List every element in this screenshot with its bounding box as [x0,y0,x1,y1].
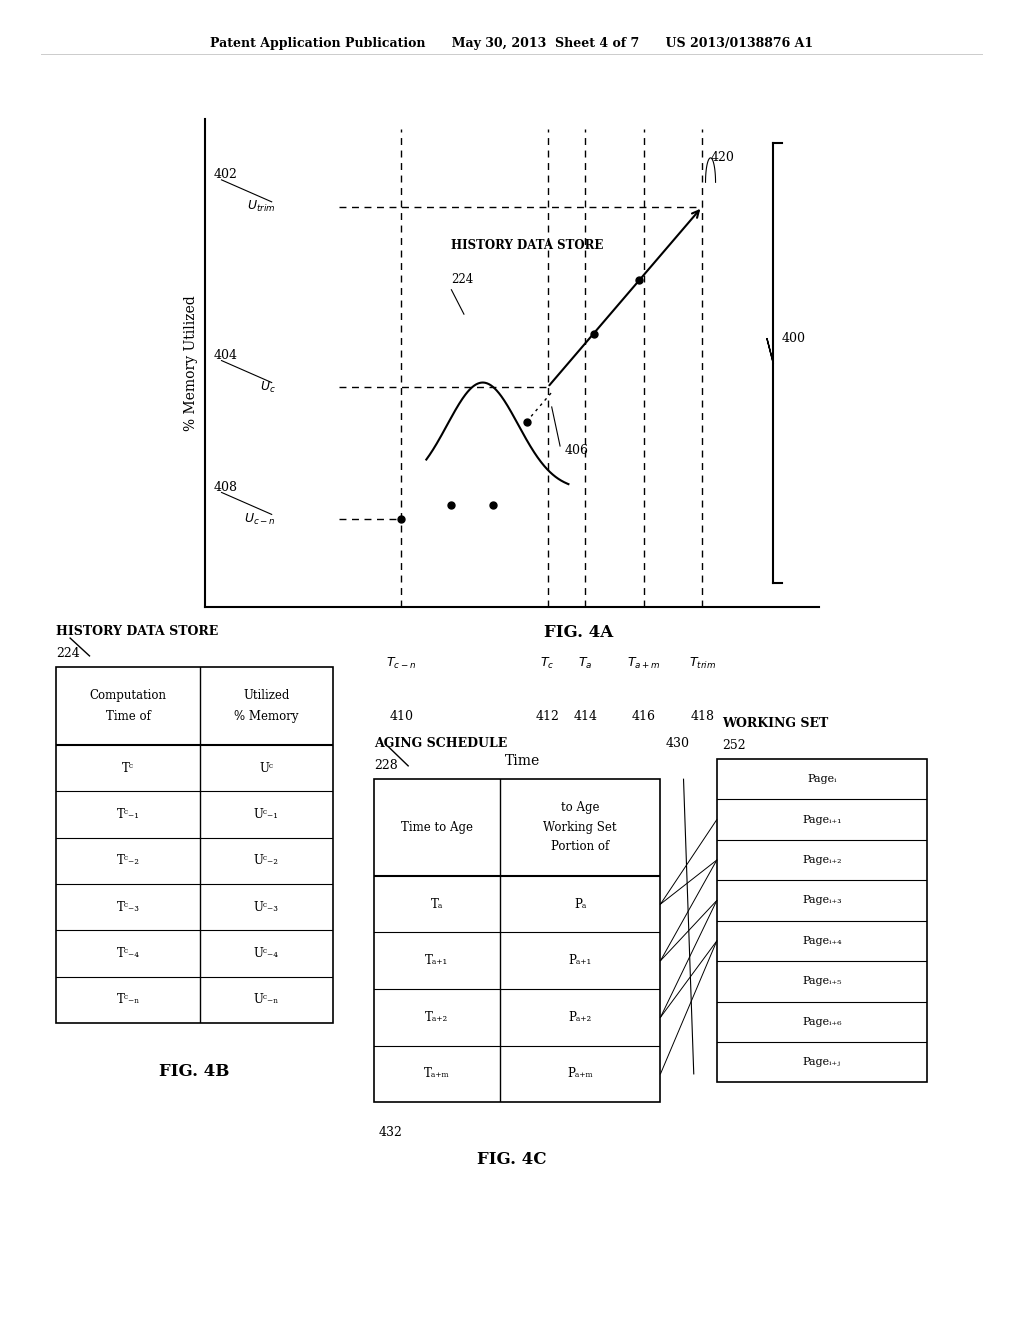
Text: 432: 432 [379,1126,402,1139]
Text: 406: 406 [564,445,588,458]
Text: Tᶜ₋₂: Tᶜ₋₂ [117,854,139,867]
Text: Uᶜ: Uᶜ [259,762,273,775]
Text: Uᶜ₋₄: Uᶜ₋₄ [254,946,279,960]
Text: Time: Time [505,754,540,768]
Text: 404: 404 [213,350,238,362]
Text: FIG. 4B: FIG. 4B [160,1063,229,1080]
Text: 414: 414 [573,710,597,723]
Text: Pₐ: Pₐ [574,898,587,911]
Text: $U_c$: $U_c$ [260,380,275,395]
Text: 402: 402 [213,169,237,181]
Text: 224: 224 [56,647,80,660]
FancyBboxPatch shape [374,779,660,1102]
Text: Tₐ₊₂: Tₐ₊₂ [425,1011,449,1024]
Text: $T_{c-n}$: $T_{c-n}$ [386,656,417,671]
Text: $U_{trim}$: $U_{trim}$ [248,199,275,214]
Text: % Memory: % Memory [234,710,299,723]
FancyBboxPatch shape [717,759,927,1082]
Text: Pageᵢ₊ⱼ: Pageᵢ₊ⱼ [803,1057,841,1067]
Text: Tᶜ: Tᶜ [122,762,134,775]
FancyBboxPatch shape [56,667,333,1023]
Text: to Age: to Age [561,801,599,814]
Text: 228: 228 [374,759,397,772]
Text: Pageᵢ₊₅: Pageᵢ₊₅ [802,977,842,986]
Text: Pageᵢ₊₂: Pageᵢ₊₂ [802,855,842,865]
Text: Pₐ₊₁: Pₐ₊₁ [568,954,592,968]
Text: HISTORY DATA STORE: HISTORY DATA STORE [56,624,218,638]
Text: AGING SCHEDULE: AGING SCHEDULE [374,737,507,750]
Text: Working Set: Working Set [544,821,616,834]
Text: 420: 420 [711,152,734,165]
Text: Tᶜ₋₃: Tᶜ₋₃ [117,900,139,913]
Text: $T_c$: $T_c$ [541,656,555,671]
Text: Pₐ₊₂: Pₐ₊₂ [568,1011,592,1024]
Text: 410: 410 [389,710,414,723]
Text: Uᶜ₋₁: Uᶜ₋₁ [254,808,279,821]
Text: Tₐ₊ₘ: Tₐ₊ₘ [424,1068,450,1080]
Text: Pageᵢ₊₃: Pageᵢ₊₃ [802,895,842,906]
Text: Tₐ: Tₐ [431,898,443,911]
Text: 430: 430 [666,737,689,750]
Text: Uᶜ₋₂: Uᶜ₋₂ [254,854,279,867]
Text: Pₐ₊ₘ: Pₐ₊ₘ [567,1068,593,1080]
Text: 418: 418 [690,710,714,723]
Text: Utilized: Utilized [244,689,290,702]
Text: Computation: Computation [90,689,167,702]
Text: $T_{trim}$: $T_{trim}$ [689,656,716,671]
Text: Uᶜ₋ₙ: Uᶜ₋ₙ [254,994,280,1006]
Text: HISTORY DATA STORE: HISTORY DATA STORE [452,239,604,252]
Text: Uᶜ₋₃: Uᶜ₋₃ [254,900,279,913]
Text: 224: 224 [452,273,474,286]
Text: 416: 416 [632,710,655,723]
Text: Tᶜ₋₄: Tᶜ₋₄ [117,946,139,960]
Text: Pageᵢ₊₄: Pageᵢ₊₄ [802,936,842,946]
Text: Tᶜ₋₁: Tᶜ₋₁ [117,808,139,821]
Text: 408: 408 [213,480,238,494]
Text: FIG. 4C: FIG. 4C [477,1151,547,1168]
Text: 252: 252 [722,739,745,752]
Text: $U_{c-n}$: $U_{c-n}$ [244,512,275,527]
Text: WORKING SET: WORKING SET [722,717,828,730]
Text: Tₐ₊₁: Tₐ₊₁ [425,954,449,968]
Text: Pageᵢ₊₆: Pageᵢ₊₆ [802,1016,842,1027]
Text: 400: 400 [781,333,806,345]
Text: Patent Application Publication      May 30, 2013  Sheet 4 of 7      US 2013/0138: Patent Application Publication May 30, 2… [211,37,813,50]
Text: $T_{a+m}$: $T_{a+m}$ [627,656,660,671]
Text: Time to Age: Time to Age [400,821,473,834]
Text: Pageᵢ: Pageᵢ [807,775,837,784]
Text: Portion of: Portion of [551,841,609,853]
Text: FIG. 4A: FIG. 4A [544,624,613,642]
Y-axis label: % Memory Utilized: % Memory Utilized [184,296,198,430]
Text: 412: 412 [536,710,559,723]
Text: $T_a$: $T_a$ [578,656,592,671]
Text: Tᶜ₋ₙ: Tᶜ₋ₙ [117,994,140,1006]
Text: Pageᵢ₊₁: Pageᵢ₊₁ [802,814,842,825]
Text: Time of: Time of [105,710,151,723]
